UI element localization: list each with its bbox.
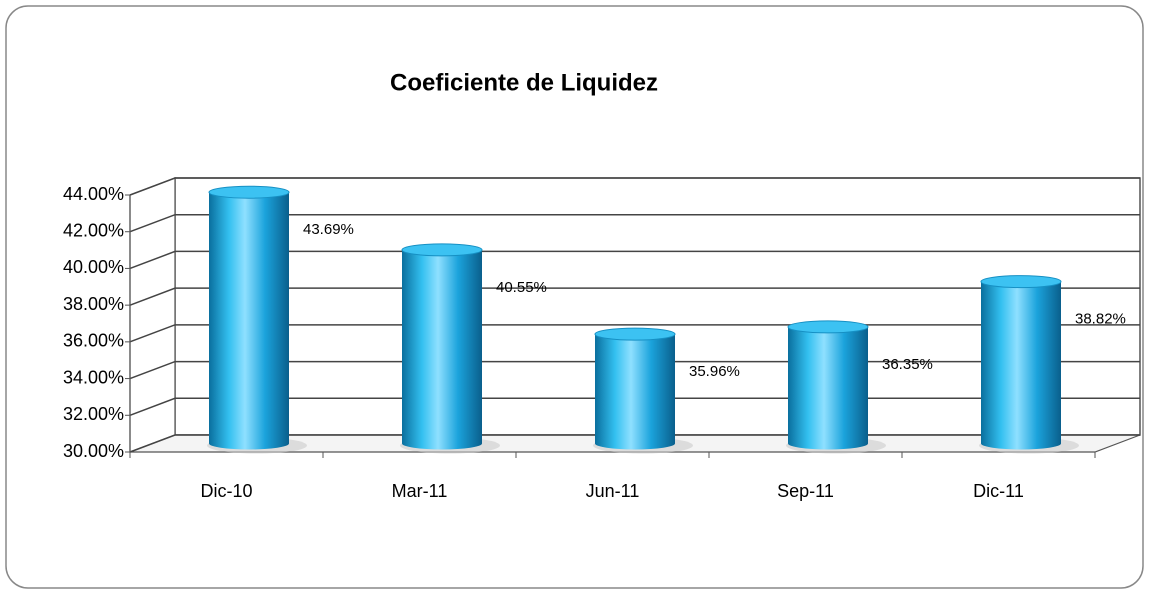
- side-wall: [129, 177, 176, 453]
- grid-line: [129, 177, 1140, 196]
- y-tick-label: 30.00%: [63, 441, 124, 461]
- grid-line: [129, 250, 1140, 270]
- y-tick-label: 44.00%: [63, 184, 124, 204]
- bar-top: [208, 185, 290, 199]
- y-tick-label: 42.00%: [63, 220, 124, 240]
- data-label: 43.69%: [303, 221, 354, 238]
- y-tick-label: 40.00%: [63, 257, 124, 277]
- bar-bottom: [402, 437, 482, 450]
- bar: [402, 249, 482, 444]
- x-tick-label: Dic-10: [200, 481, 252, 501]
- bar-top: [401, 243, 483, 257]
- bar: [209, 192, 289, 444]
- x-tick-label: Jun-11: [586, 481, 640, 501]
- y-tick-label: 32.00%: [63, 404, 124, 424]
- y-tick-label: 38.00%: [63, 294, 124, 314]
- bar-top: [980, 275, 1062, 289]
- bar-bottom: [788, 437, 868, 450]
- bar: [981, 281, 1061, 444]
- chart-title: Coeficiente de Liquidez: [390, 69, 658, 96]
- grid-line: [129, 287, 1140, 306]
- bar: [595, 334, 675, 444]
- bar-bottom: [595, 437, 675, 450]
- x-tick-label: Sep-11: [777, 481, 834, 501]
- data-label: 40.55%: [496, 279, 547, 296]
- bar-top: [787, 320, 869, 334]
- data-label: 35.96%: [689, 363, 740, 380]
- x-tick-label: Dic-11: [973, 481, 1024, 501]
- grid-line: [129, 213, 1140, 233]
- data-label: 36.35%: [882, 356, 933, 373]
- y-tick-label: 36.00%: [63, 331, 124, 351]
- data-label: 38.82%: [1075, 311, 1126, 328]
- x-tick-label: Mar-11: [392, 481, 448, 501]
- bar-bottom: [981, 437, 1061, 450]
- bar-top: [594, 327, 676, 341]
- y-tick-label: 34.00%: [63, 367, 124, 387]
- bar: [788, 326, 868, 444]
- bar-bottom: [209, 437, 289, 450]
